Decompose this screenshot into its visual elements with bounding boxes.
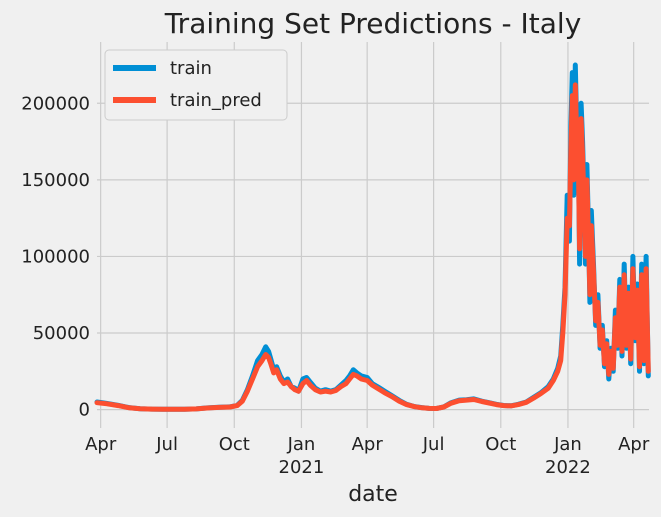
y-axis-ticks: 0 50000 100000 150000 200000 (21, 93, 90, 420)
x-tick-label: Jul (422, 434, 445, 455)
x-tick-label: Apr (618, 434, 650, 455)
y-tick-label: 50000 (33, 323, 90, 344)
x-axis-label: date (348, 482, 398, 507)
legend: train train_pred (104, 49, 288, 121)
x-tick-label: Oct (485, 434, 516, 455)
x-tick-label: Oct (219, 434, 250, 455)
x-tick-label: Apr (352, 434, 384, 455)
x-tick-year-label: 2022 (545, 457, 591, 478)
chart-title: Training Set Predictions - Italy (164, 7, 582, 40)
x-tick-label: Jul (155, 434, 178, 455)
legend-label-train-pred: train_pred (170, 90, 262, 111)
y-tick-label: 0 (79, 400, 90, 421)
series-lines (94, 62, 651, 412)
x-tick-year-label: 2021 (279, 457, 325, 478)
x-tick-label: Jan (287, 434, 316, 455)
y-tick-label: 200000 (21, 93, 90, 114)
series-line-train-pred (94, 82, 651, 412)
y-tick-label: 150000 (21, 170, 90, 191)
y-tick-label: 100000 (21, 246, 90, 267)
x-tick-label: Apr (85, 434, 117, 455)
x-tick-label: Jan (553, 434, 582, 455)
legend-label-train: train (170, 58, 212, 79)
